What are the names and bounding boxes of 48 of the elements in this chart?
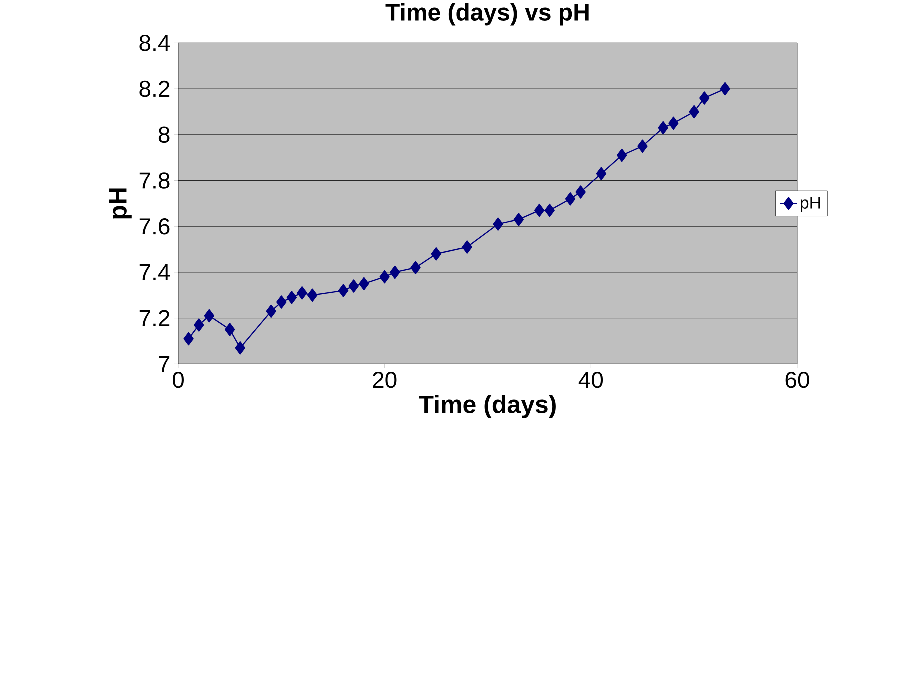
point (616, 148, 628, 162)
x-tick-label: 60 (786, 372, 810, 388)
point (184, 332, 194, 346)
y-tick-label: 7 (159, 356, 170, 372)
y-tick-label: 7.4 (140, 264, 170, 280)
point (596, 167, 607, 180)
point (689, 105, 700, 119)
point (286, 291, 298, 304)
x-tick-label: 40 (578, 372, 604, 388)
point (276, 296, 287, 309)
point (493, 218, 504, 231)
point (266, 304, 276, 318)
x-tick-label: 20 (373, 372, 397, 388)
point (348, 280, 359, 293)
point (297, 286, 308, 300)
point (410, 261, 421, 274)
point (514, 213, 524, 226)
point (359, 277, 370, 291)
point (194, 318, 204, 332)
point (720, 82, 730, 96)
point (668, 116, 679, 130)
y-tick-label: 8.4 (140, 35, 170, 52)
point (380, 270, 390, 284)
point (235, 342, 246, 355)
y-axis-title: pH (110, 188, 132, 219)
point (462, 240, 472, 254)
point (308, 288, 318, 302)
y-tick-label: 8.2 (140, 80, 170, 98)
point (638, 140, 648, 153)
x-tick-label: 0 (172, 372, 184, 388)
chart-title: Time (days) vs pH (386, 3, 589, 26)
point (658, 121, 668, 135)
point (700, 92, 710, 105)
point (204, 309, 215, 323)
point (431, 247, 442, 261)
point (390, 266, 400, 280)
point (576, 186, 586, 199)
y-tick-label: 8 (158, 126, 170, 144)
y-tick-label: 7.8 (140, 172, 170, 189)
point (544, 204, 555, 218)
y-tick-label: 7.2 (140, 310, 170, 326)
point (338, 284, 349, 298)
legend-label: pH (800, 197, 820, 212)
point (565, 192, 576, 206)
point (534, 204, 545, 218)
y-tick-label: 7.6 (140, 218, 170, 235)
point (224, 323, 236, 336)
x-axis-title: Time (days) (419, 395, 556, 418)
